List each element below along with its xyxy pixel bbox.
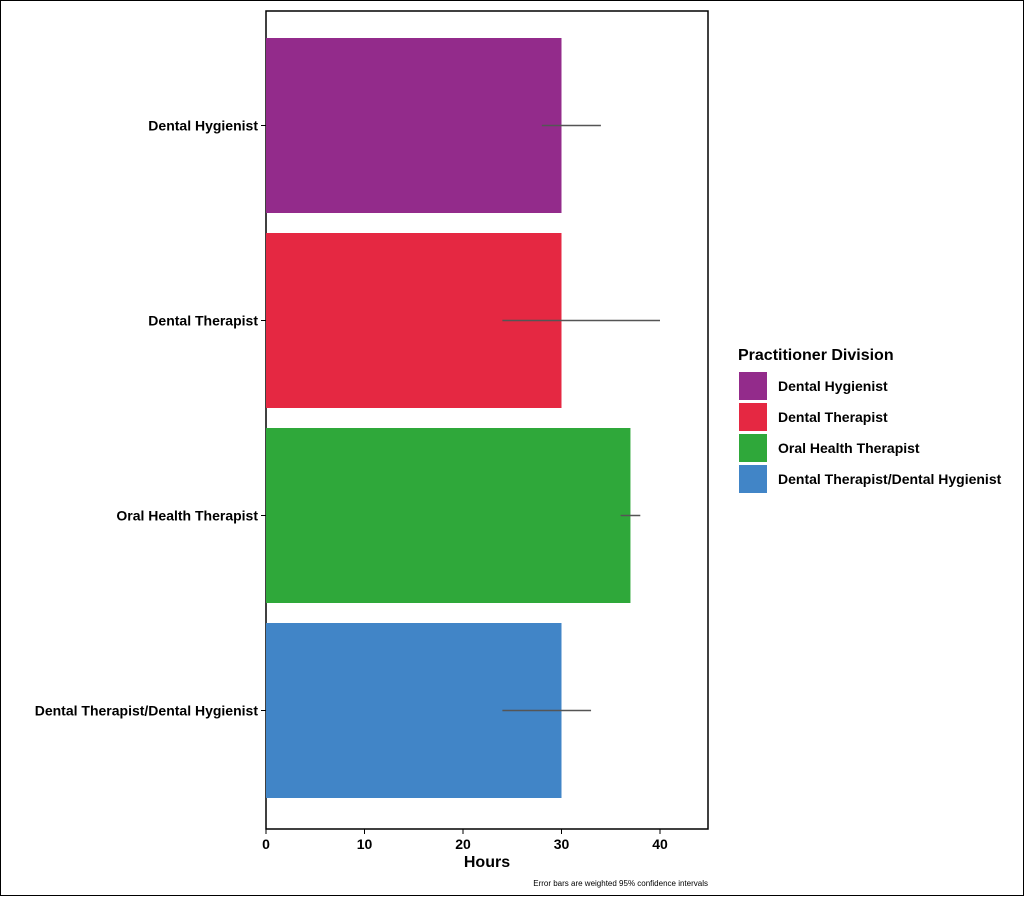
x-tick-label-10: 10	[357, 836, 373, 852]
legend-label-oral-health-therapist: Oral Health Therapist	[778, 440, 920, 456]
x-tick-label-0: 0	[262, 836, 270, 852]
bar-oral-health-therapist	[266, 428, 631, 603]
x-axis-title: Hours	[464, 854, 510, 871]
legend-title: Practitioner Division	[738, 347, 894, 364]
legend-swatch-dental-therapist-dental-hygienist	[739, 465, 767, 493]
bar-dental-hygienist	[266, 38, 562, 213]
caption: Error bars are weighted 95% confidence i…	[533, 879, 708, 888]
legend-label-dental-therapist-dental-hygienist: Dental Therapist/Dental Hygienist	[778, 471, 1002, 487]
x-tick-label-40: 40	[652, 836, 668, 852]
x-tick-label-20: 20	[455, 836, 471, 852]
y-tick-label-dental-therapist-dental-hygienist: Dental Therapist/Dental Hygienist	[35, 703, 259, 719]
y-tick-label-oral-health-therapist: Oral Health Therapist	[116, 508, 258, 524]
legend-swatch-dental-hygienist	[739, 372, 767, 400]
y-tick-label-dental-therapist: Dental Therapist	[148, 313, 258, 329]
legend: Practitioner Division Dental Hygienist De…	[738, 347, 1002, 493]
legend-label-dental-therapist: Dental Therapist	[778, 409, 888, 425]
legend-swatch-dental-therapist	[739, 403, 767, 431]
legend-label-dental-hygienist: Dental Hygienist	[778, 378, 888, 394]
x-tick-label-30: 30	[554, 836, 570, 852]
y-tick-label-dental-hygienist: Dental Hygienist	[148, 118, 258, 134]
legend-swatch-oral-health-therapist	[739, 434, 767, 462]
